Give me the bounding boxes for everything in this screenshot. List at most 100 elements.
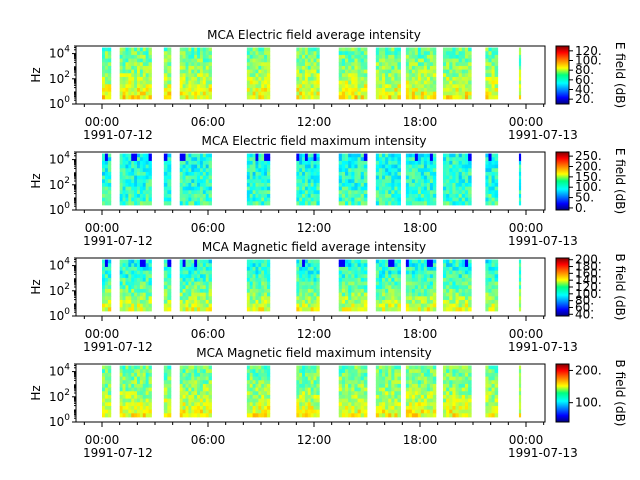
spectrogram-cell <box>307 281 312 286</box>
spectrogram-cell <box>455 281 460 286</box>
spectrogram-cell <box>341 369 346 374</box>
spectrogram-cell <box>310 153 314 158</box>
spectrogram-cell <box>408 47 413 52</box>
spectrogram-cell <box>348 303 352 308</box>
spectrogram-cell <box>199 51 204 56</box>
spectrogram-cell <box>468 292 472 297</box>
spectrogram-cell <box>341 391 346 396</box>
spectrogram-cell <box>252 391 256 396</box>
spectrogram-cell <box>391 168 395 173</box>
spectrogram-cell <box>107 171 112 177</box>
spectrogram-cell <box>411 266 416 271</box>
spectrogram-cell <box>408 197 413 202</box>
spectrogram-cell <box>134 62 138 67</box>
spectrogram-cell <box>408 186 413 191</box>
spectrogram-cell <box>391 292 395 297</box>
spectrogram-cell <box>446 65 450 71</box>
spectrogram-cell <box>296 277 300 283</box>
spectrogram-cell <box>191 91 195 96</box>
spectrogram-cell <box>246 376 251 381</box>
spectrogram-cell <box>179 160 184 165</box>
spectrogram-cell <box>411 164 416 169</box>
spectrogram-cell <box>119 288 123 294</box>
spectrogram-cell <box>316 394 320 400</box>
spectrogram-cell <box>405 182 410 188</box>
spectrogram-cell <box>148 87 152 93</box>
spectrogram-cell <box>304 402 309 407</box>
spectrogram-cell <box>405 259 410 264</box>
spectrogram-cell <box>131 164 135 169</box>
spectrogram-cell <box>182 413 186 418</box>
spectrogram-cell <box>420 281 425 286</box>
spectrogram-cell <box>442 160 447 165</box>
spectrogram-cell <box>119 266 123 271</box>
spectrogram-cell <box>205 179 210 184</box>
spectrogram-cell <box>417 179 422 184</box>
spectrogram-cell <box>139 65 144 71</box>
spectrogram-cell <box>348 171 352 177</box>
spectrogram-cell <box>411 369 416 374</box>
spectrogram-cell <box>429 193 434 199</box>
spectrogram-cell <box>423 369 428 374</box>
spectrogram-cell <box>264 84 268 89</box>
spectrogram-cell <box>119 270 123 275</box>
spectrogram-cell <box>461 201 466 206</box>
spectrogram-cell <box>197 197 201 202</box>
spectrogram-cell <box>468 76 472 82</box>
spectrogram-cell <box>394 153 398 158</box>
spectrogram-cell <box>199 299 204 305</box>
spectrogram-cell <box>142 281 147 286</box>
spectrogram-cell <box>414 186 419 191</box>
spectrogram-cell <box>363 186 368 191</box>
spectrogram-cell <box>423 62 428 67</box>
spectrogram-cell <box>125 274 129 279</box>
spectrogram-cell <box>357 288 362 294</box>
spectrogram-cell <box>338 91 343 96</box>
spectrogram-cell <box>408 179 413 184</box>
spectrogram-cell <box>429 296 434 301</box>
spectrogram-cell <box>388 157 392 162</box>
spectrogram-cell <box>104 277 109 283</box>
spectrogram-cell <box>449 402 453 407</box>
spectrogram-cell <box>375 259 380 264</box>
spectrogram-cell <box>397 73 401 78</box>
spectrogram-cell <box>255 62 259 67</box>
spectrogram-cell <box>313 402 317 407</box>
spectrogram-cell <box>354 263 358 268</box>
spectrogram-cell <box>494 398 499 403</box>
spectrogram-cell <box>420 409 425 414</box>
spectrogram-cell <box>205 95 210 100</box>
spectrogram-cell <box>408 65 413 71</box>
colorbar-tick-label: 50. <box>575 191 594 205</box>
spectrogram-cell <box>145 193 149 199</box>
spectrogram-cell <box>145 87 149 93</box>
spectrogram-cell <box>199 179 204 184</box>
spectrogram-cell <box>145 157 149 162</box>
spectrogram-cell <box>394 91 398 96</box>
spectrogram-cell <box>316 175 320 180</box>
spectrogram-cell <box>302 190 306 195</box>
spectrogram-cell <box>185 171 189 177</box>
spectrogram-cell <box>264 405 268 411</box>
spectrogram-cell <box>134 73 138 78</box>
spectrogram-cell <box>102 47 106 52</box>
spectrogram-cell <box>375 171 380 177</box>
spectrogram-cell <box>414 391 419 396</box>
spectrogram-cell <box>485 193 489 199</box>
spectrogram-cell <box>131 153 135 158</box>
spectrogram-cell <box>348 197 352 202</box>
spectrogram-cell <box>345 95 349 100</box>
spectrogram-cell <box>104 365 109 370</box>
spectrogram-cell <box>442 380 447 385</box>
spectrogram-cell <box>145 296 149 301</box>
spectrogram-cell <box>122 307 126 312</box>
spectrogram-cell <box>464 405 469 411</box>
spectrogram-cell <box>426 413 431 418</box>
spectrogram-cell <box>148 365 152 370</box>
spectrogram-cell <box>252 263 256 268</box>
spectrogram-cell <box>385 299 389 305</box>
spectrogram-cell <box>249 51 254 56</box>
spectrogram-cell <box>397 307 401 312</box>
spectrogram-cell <box>408 80 413 85</box>
spectrogram-cell <box>258 186 262 191</box>
